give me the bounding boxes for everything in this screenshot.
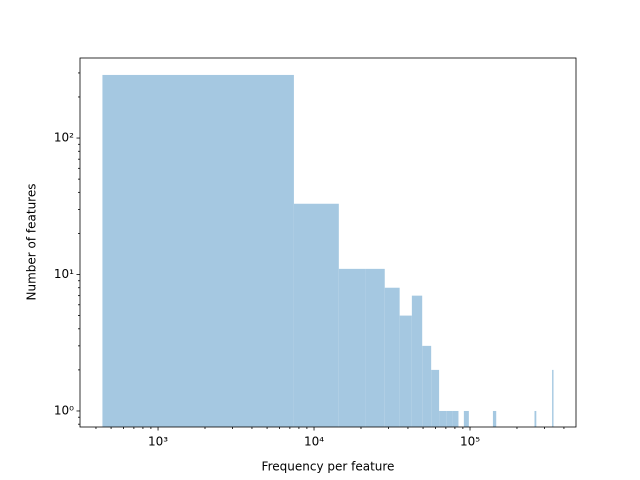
x-axis-label: Frequency per feature bbox=[262, 460, 395, 474]
axes-frame bbox=[79, 57, 577, 428]
y-tick-label: 10⁰ bbox=[54, 403, 74, 417]
bar bbox=[552, 369, 554, 427]
bar bbox=[365, 268, 385, 427]
bar bbox=[102, 74, 294, 428]
bar bbox=[338, 268, 366, 427]
bar bbox=[293, 203, 339, 427]
bar bbox=[452, 410, 459, 427]
y-tick-label: 10¹ bbox=[54, 267, 74, 281]
bar bbox=[431, 369, 440, 427]
bar bbox=[384, 287, 400, 427]
bar bbox=[492, 410, 497, 427]
bar bbox=[439, 410, 447, 427]
bar bbox=[411, 295, 423, 427]
y-tick-label: 10² bbox=[54, 131, 74, 145]
bar bbox=[446, 410, 453, 427]
bar bbox=[463, 410, 469, 427]
bar bbox=[534, 410, 537, 427]
bar bbox=[399, 315, 412, 427]
bar bbox=[422, 345, 432, 427]
y-axis-label: Number of features bbox=[25, 184, 39, 301]
x-tick-label: 10³ bbox=[148, 435, 168, 449]
x-tick-label: 10⁵ bbox=[460, 435, 480, 449]
x-tick-label: 10⁴ bbox=[304, 435, 324, 449]
